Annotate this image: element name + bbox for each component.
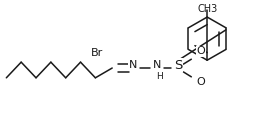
Text: Br: Br [91, 48, 103, 58]
Text: S: S [174, 59, 183, 72]
Text: O: O [197, 77, 206, 87]
Text: O: O [197, 46, 206, 56]
Text: N: N [129, 60, 137, 70]
Text: N: N [153, 60, 161, 70]
Text: CH3: CH3 [197, 4, 217, 14]
Text: H: H [156, 72, 163, 81]
